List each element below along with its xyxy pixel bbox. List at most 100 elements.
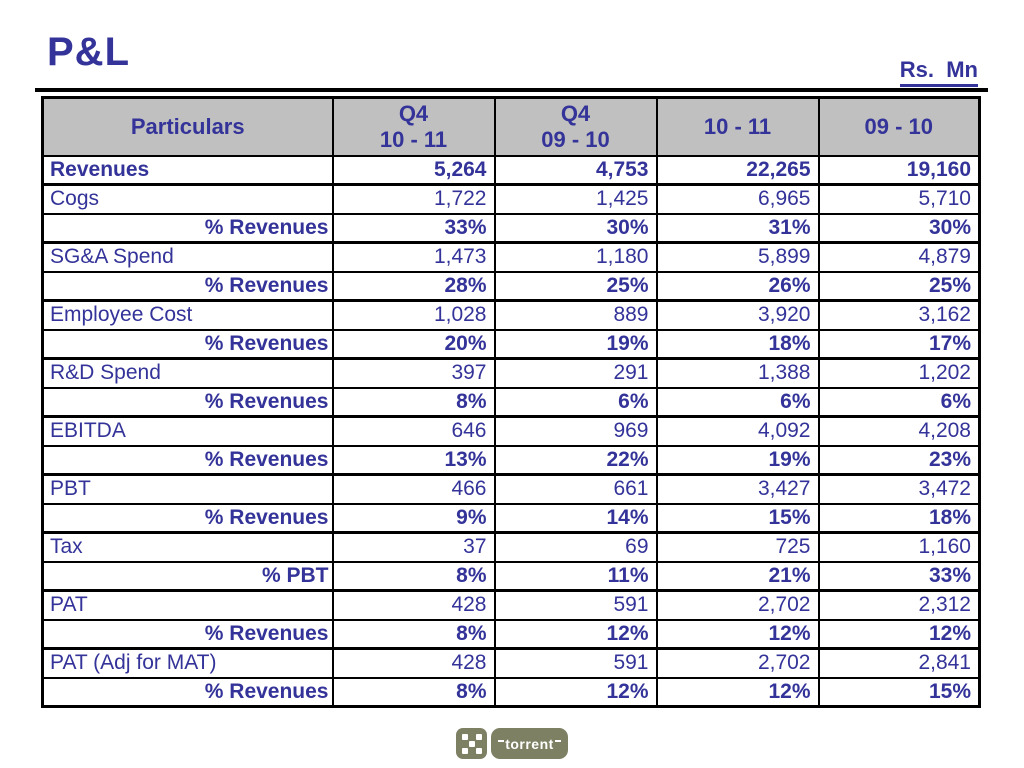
row-value: 3,920 (655, 299, 820, 331)
row-value: 8% (331, 560, 496, 592)
row-value: 3,427 (655, 473, 820, 505)
row-value: 1,202 (817, 357, 981, 389)
table-row: Employee Cost 1,028 889 3,920 3,162 (41, 299, 981, 331)
torrent-logo-wordmark: torrent (491, 728, 568, 759)
row-value: 28% (331, 270, 496, 302)
row-value: 14% (493, 502, 658, 534)
torrent-logo-icon (456, 728, 488, 759)
table-row: % Revenues 8% 12% 12% 12% (41, 618, 981, 650)
row-value: 5,264 (331, 154, 496, 186)
row-value: 1,722 (331, 183, 496, 215)
row-value: 2,702 (655, 647, 820, 679)
pnl-table: Particulars Q4 10 - 11 Q4 09 - 10 10 - 11 09… (41, 96, 981, 708)
row-value: 37 (331, 531, 496, 563)
row-value: 889 (493, 299, 658, 331)
row-value: 466 (331, 473, 496, 505)
row-value: 1,028 (331, 299, 496, 331)
row-label: SG&A Spend (41, 241, 334, 273)
row-value: 646 (331, 415, 496, 447)
row-value: 1,180 (493, 241, 658, 273)
row-value: 21% (655, 560, 820, 592)
table-row: % Revenues 33% 30% 31% 30% (41, 212, 981, 244)
row-value: 4,753 (493, 154, 658, 186)
row-value: 12% (655, 618, 820, 650)
unit-label: Rs. Mn (899, 57, 978, 87)
column-header: 10 - 11 (655, 96, 820, 157)
row-value: 17% (817, 328, 981, 360)
row-value: 13% (331, 444, 496, 476)
row-value: 3,162 (817, 299, 981, 331)
table-row: % PBT 8% 11% 21% 33% (41, 560, 981, 592)
row-value: 969 (493, 415, 658, 447)
table-row: % Revenues 20% 19% 18% 17% (41, 328, 981, 360)
row-value: 4,879 (817, 241, 981, 273)
row-value: 12% (655, 676, 820, 708)
row-value: 26% (655, 270, 820, 302)
table-row: Cogs 1,722 1,425 6,965 5,710 (41, 183, 981, 215)
row-value: 30% (817, 212, 981, 244)
row-label: R&D Spend (41, 357, 334, 389)
torrent-logo-text: torrent (505, 735, 554, 752)
row-value: 2,702 (655, 589, 820, 621)
row-value: 2,841 (817, 647, 981, 679)
row-label: % Revenues (41, 676, 334, 708)
row-value: 6% (493, 386, 658, 418)
page-title: P&L (47, 30, 130, 74)
row-value: 291 (493, 357, 658, 389)
row-value: 6% (817, 386, 981, 418)
row-value: 15% (817, 676, 981, 708)
table-row: Revenues 5,264 4,753 22,265 19,160 (41, 154, 981, 186)
row-label: Cogs (41, 183, 334, 215)
row-value: 20% (331, 328, 496, 360)
row-value: 11% (493, 560, 658, 592)
row-value: 2,312 (817, 589, 981, 621)
table-header-row: Particulars Q4 10 - 11 Q4 09 - 10 10 - 11 09… (41, 96, 981, 157)
row-value: 8% (331, 618, 496, 650)
row-value: 22% (493, 444, 658, 476)
row-label: Revenues (41, 154, 334, 186)
row-value: 19% (655, 444, 820, 476)
row-value: 15% (655, 502, 820, 534)
row-value: 69 (493, 531, 658, 563)
row-value: 12% (493, 618, 658, 650)
table-row: % Revenues 13% 22% 19% 23% (41, 444, 981, 476)
row-value: 397 (331, 357, 496, 389)
table-row: % Revenues 8% 12% 12% 15% (41, 676, 981, 708)
row-value: 19,160 (817, 154, 981, 186)
row-value: 19% (493, 328, 658, 360)
row-value: 591 (493, 589, 658, 621)
row-value: 428 (331, 589, 496, 621)
row-value: 428 (331, 647, 496, 679)
torrent-logo: torrent (0, 728, 1024, 759)
row-label: % Revenues (41, 502, 334, 534)
row-label: Tax (41, 531, 334, 563)
row-value: 23% (817, 444, 981, 476)
column-header: Q4 10 - 11 (331, 96, 496, 157)
row-label: % Revenues (41, 444, 334, 476)
row-value: 3,472 (817, 473, 981, 505)
row-value: 5,710 (817, 183, 981, 215)
column-header: Particulars (41, 96, 334, 157)
row-label: % Revenues (41, 618, 334, 650)
row-value: 725 (655, 531, 820, 563)
row-value: 6% (655, 386, 820, 418)
row-value: 6,965 (655, 183, 820, 215)
row-value: 25% (817, 270, 981, 302)
row-value: 9% (331, 502, 496, 534)
row-value: 33% (331, 212, 496, 244)
row-value: 1,473 (331, 241, 496, 273)
row-value: 8% (331, 676, 496, 708)
column-header: Q4 09 - 10 (493, 96, 658, 157)
row-value: 12% (493, 676, 658, 708)
table-row: % Revenues 28% 25% 26% 25% (41, 270, 981, 302)
row-value: 12% (817, 618, 981, 650)
row-value: 5,899 (655, 241, 820, 273)
row-value: 33% (817, 560, 981, 592)
row-value: 1,160 (817, 531, 981, 563)
row-value: 1,388 (655, 357, 820, 389)
row-value: 31% (655, 212, 820, 244)
row-value: 18% (817, 502, 981, 534)
column-header: 09 - 10 (817, 96, 981, 157)
row-label: PAT (Adj for MAT) (41, 647, 334, 679)
